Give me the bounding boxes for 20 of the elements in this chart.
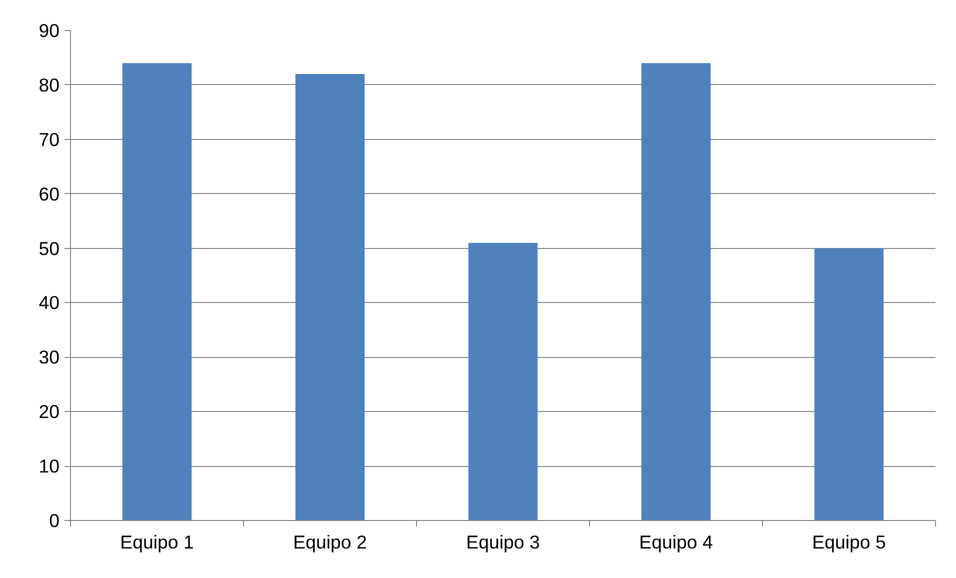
x-tick-label: Equipo 2 bbox=[293, 532, 367, 552]
y-tick-label: 20 bbox=[38, 401, 60, 422]
y-tick-label: 30 bbox=[38, 346, 60, 368]
y-tick-label: 40 bbox=[38, 292, 60, 314]
y-tick-label: 60 bbox=[38, 183, 60, 204]
x-tick-label: Equipo 4 bbox=[639, 532, 713, 552]
y-tick-label: 50 bbox=[38, 238, 60, 259]
x-tick-label: Equipo 5 bbox=[812, 532, 886, 552]
y-tick-label: 90 bbox=[38, 20, 60, 41]
y-tick-label: 80 bbox=[38, 74, 60, 96]
bar bbox=[814, 248, 884, 520]
bar bbox=[122, 63, 192, 520]
x-tick-label: Equipo 1 bbox=[120, 532, 194, 552]
x-tick-label: Equipo 3 bbox=[466, 532, 540, 552]
bar bbox=[641, 63, 711, 520]
y-tick-label: 0 bbox=[49, 510, 60, 531]
y-tick-label: 70 bbox=[38, 128, 60, 150]
bar bbox=[295, 74, 365, 520]
y-tick-label: 10 bbox=[38, 456, 60, 477]
bar bbox=[468, 242, 538, 520]
